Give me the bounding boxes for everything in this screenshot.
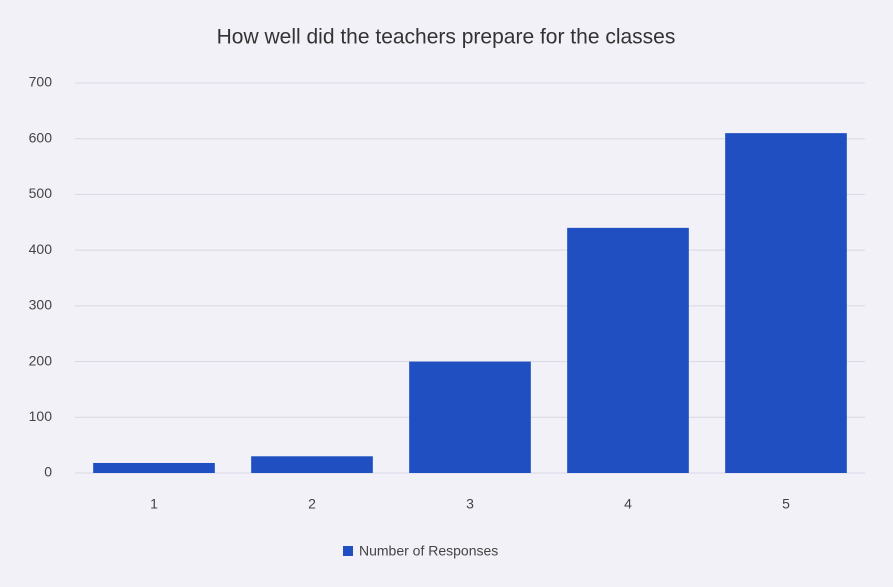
y-tick-label: 700 xyxy=(29,74,53,90)
bar xyxy=(725,133,847,473)
y-tick-label: 500 xyxy=(29,185,53,201)
x-tick-label: 3 xyxy=(466,496,474,512)
x-tick-label: 4 xyxy=(624,496,632,512)
bar xyxy=(93,462,215,473)
chart-title: How well did the teachers prepare for th… xyxy=(217,26,676,49)
y-tick-label: 200 xyxy=(29,352,53,368)
bar xyxy=(251,456,373,473)
bar xyxy=(567,227,689,473)
x-tick-label: 1 xyxy=(150,496,158,512)
y-tick-label: 600 xyxy=(29,129,53,145)
y-tick-label: 400 xyxy=(29,241,53,257)
legend-swatch xyxy=(343,546,353,556)
x-tick-label: 5 xyxy=(782,496,790,512)
legend-label: Number of Responses xyxy=(359,543,498,559)
x-tick-label: 2 xyxy=(308,496,316,512)
y-tick-label: 0 xyxy=(44,464,52,480)
y-tick-label: 100 xyxy=(29,408,53,424)
bar xyxy=(409,361,531,473)
y-tick-label: 300 xyxy=(29,297,53,313)
